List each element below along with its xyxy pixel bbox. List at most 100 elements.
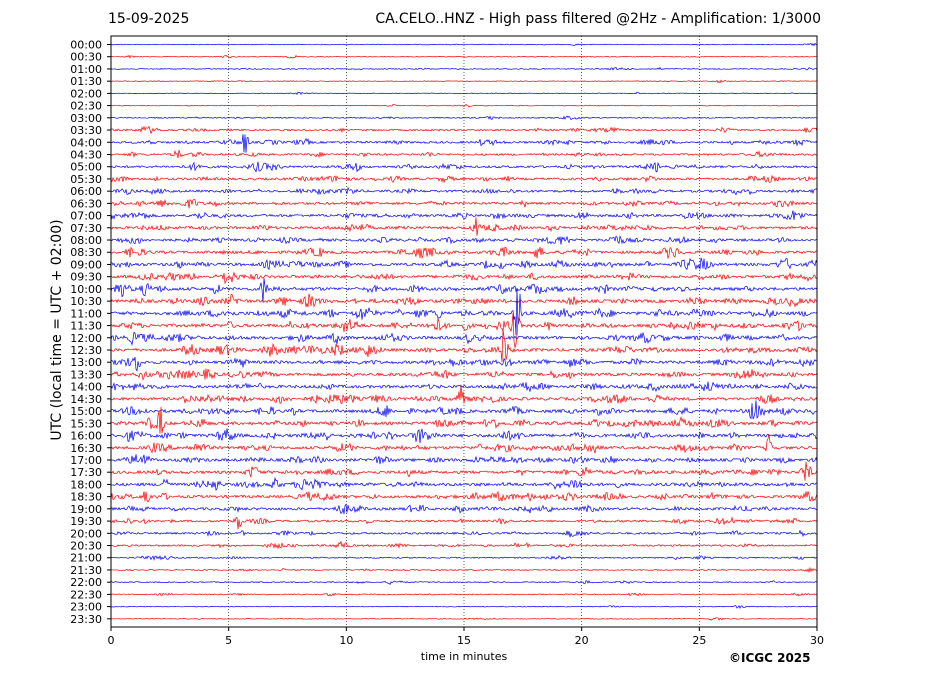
y-tick-label: 22:30 bbox=[70, 588, 102, 601]
y-tick-label: 07:30 bbox=[70, 222, 102, 235]
y-tick-label: 08:30 bbox=[70, 246, 102, 259]
trace-04:30 bbox=[111, 149, 817, 159]
trace-03:00 bbox=[111, 115, 817, 120]
grid-lines bbox=[228, 36, 700, 627]
trace-15:30 bbox=[111, 406, 817, 434]
trace-10:30 bbox=[111, 293, 817, 308]
trace-08:30 bbox=[111, 246, 817, 260]
y-tick-label: 06:00 bbox=[70, 185, 102, 198]
trace-12:00 bbox=[111, 331, 817, 347]
trace-16:30 bbox=[111, 434, 817, 454]
x-tick-label: 15 bbox=[457, 634, 471, 647]
y-tick-label: 05:00 bbox=[70, 161, 102, 174]
trace-14:00 bbox=[111, 381, 817, 393]
y-tick-label: 06:30 bbox=[70, 197, 102, 210]
trace-19:00 bbox=[111, 503, 817, 515]
y-tick-label: 23:00 bbox=[70, 601, 102, 614]
y-tick-label: 20:00 bbox=[70, 527, 102, 540]
y-tick-label: 07:00 bbox=[70, 210, 102, 223]
trace-20:00 bbox=[111, 529, 817, 538]
trace-22:00 bbox=[111, 580, 817, 585]
trace-07:00 bbox=[111, 210, 817, 221]
trace-11:30 bbox=[111, 312, 817, 348]
trace-11:00 bbox=[111, 288, 817, 336]
trace-17:00 bbox=[111, 454, 817, 465]
y-tick-label: 16:30 bbox=[70, 442, 102, 455]
trace-05:00 bbox=[111, 161, 817, 173]
trace-18:30 bbox=[111, 490, 817, 503]
y-tick-label: 16:00 bbox=[70, 430, 102, 443]
trace-07:30 bbox=[111, 217, 817, 236]
y-tick-label: 17:00 bbox=[70, 454, 102, 467]
trace-09:30 bbox=[111, 271, 817, 285]
copyright-label: ©ICGC 2025 bbox=[729, 651, 811, 665]
y-tick-label: 22:00 bbox=[70, 576, 102, 589]
trace-12:30 bbox=[111, 329, 817, 363]
chart-title: CA.CELO..HNZ - High pass filtered @2Hz -… bbox=[375, 11, 821, 27]
trace-19:30 bbox=[111, 516, 817, 530]
y-tick-label: 20:30 bbox=[70, 540, 102, 553]
trace-02:00 bbox=[111, 91, 817, 96]
y-tick-label: 17:30 bbox=[70, 466, 102, 479]
y-tick-label: 09:30 bbox=[70, 271, 102, 284]
x-tick-label: 10 bbox=[339, 634, 353, 647]
y-tick-label: 19:00 bbox=[70, 503, 102, 516]
y-tick-label: 18:30 bbox=[70, 491, 102, 504]
x-axis-label: time in minutes bbox=[420, 650, 508, 663]
trace-13:30 bbox=[111, 368, 817, 381]
y-tick-label: 13:00 bbox=[70, 356, 102, 369]
y-tick-label: 15:30 bbox=[70, 417, 102, 430]
y-tick-label: 10:00 bbox=[70, 283, 102, 296]
trace-22:30 bbox=[111, 592, 817, 597]
trace-06:00 bbox=[111, 186, 817, 196]
trace-23:30 bbox=[111, 617, 817, 621]
trace-02:30 bbox=[111, 103, 817, 108]
y-tick-label: 02:30 bbox=[70, 100, 102, 113]
trace-21:00 bbox=[111, 554, 817, 561]
trace-14:30 bbox=[111, 384, 817, 405]
y-tick-label: 03:00 bbox=[70, 112, 102, 125]
x-tick-label: 25 bbox=[692, 634, 706, 647]
trace-05:30 bbox=[111, 174, 817, 184]
y-tick-label: 12:30 bbox=[70, 344, 102, 357]
plot-frame bbox=[110, 35, 818, 628]
y-tick-label: 18:00 bbox=[70, 478, 102, 491]
y-tick-label: 13:30 bbox=[70, 368, 102, 381]
trace-00:00 bbox=[111, 42, 817, 47]
y-tick-label: 00:00 bbox=[70, 39, 102, 52]
y-tick-label: 21:00 bbox=[70, 552, 102, 565]
trace-01:00 bbox=[111, 66, 817, 71]
date-label: 15-09-2025 bbox=[108, 11, 190, 27]
seismic-traces bbox=[111, 42, 817, 621]
y-tick-label: 04:00 bbox=[70, 136, 102, 149]
trace-15:00 bbox=[111, 400, 817, 420]
y-tick-label: 01:00 bbox=[70, 63, 102, 76]
x-tick-label: 5 bbox=[225, 634, 232, 647]
x-tick-label: 20 bbox=[575, 634, 589, 647]
trace-01:30 bbox=[111, 79, 817, 84]
x-ticks: 0 5 10 15 20 25 30 bbox=[108, 627, 824, 647]
y-ticks: 00:0000:3001:0001:3002:0002:3003:0003:30… bbox=[70, 39, 111, 626]
y-tick-label: 05:30 bbox=[70, 173, 102, 186]
y-tick-label: 08:00 bbox=[70, 234, 102, 247]
trace-23:00 bbox=[111, 604, 817, 610]
trace-08:00 bbox=[111, 235, 817, 245]
y-tick-label: 09:00 bbox=[70, 258, 102, 271]
y-tick-label: 03:30 bbox=[70, 124, 102, 137]
y-tick-label: 11:00 bbox=[70, 307, 102, 320]
trace-17:30 bbox=[111, 461, 817, 481]
y-tick-label: 19:30 bbox=[70, 515, 102, 528]
y-tick-label: 02:00 bbox=[70, 87, 102, 100]
y-tick-label: 21:30 bbox=[70, 564, 102, 577]
y-tick-label: 12:00 bbox=[70, 332, 102, 345]
trace-18:00 bbox=[111, 476, 817, 491]
x-tick-label: 30 bbox=[810, 634, 824, 647]
y-tick-label: 00:30 bbox=[70, 51, 102, 64]
y-tick-label: 23:30 bbox=[70, 613, 102, 626]
y-tick-label: 10:30 bbox=[70, 295, 102, 308]
trace-16:00 bbox=[111, 428, 817, 444]
y-tick-label: 04:30 bbox=[70, 148, 102, 161]
y-tick-label: 11:30 bbox=[70, 320, 102, 333]
trace-21:30 bbox=[111, 566, 817, 574]
trace-03:30 bbox=[111, 125, 817, 135]
